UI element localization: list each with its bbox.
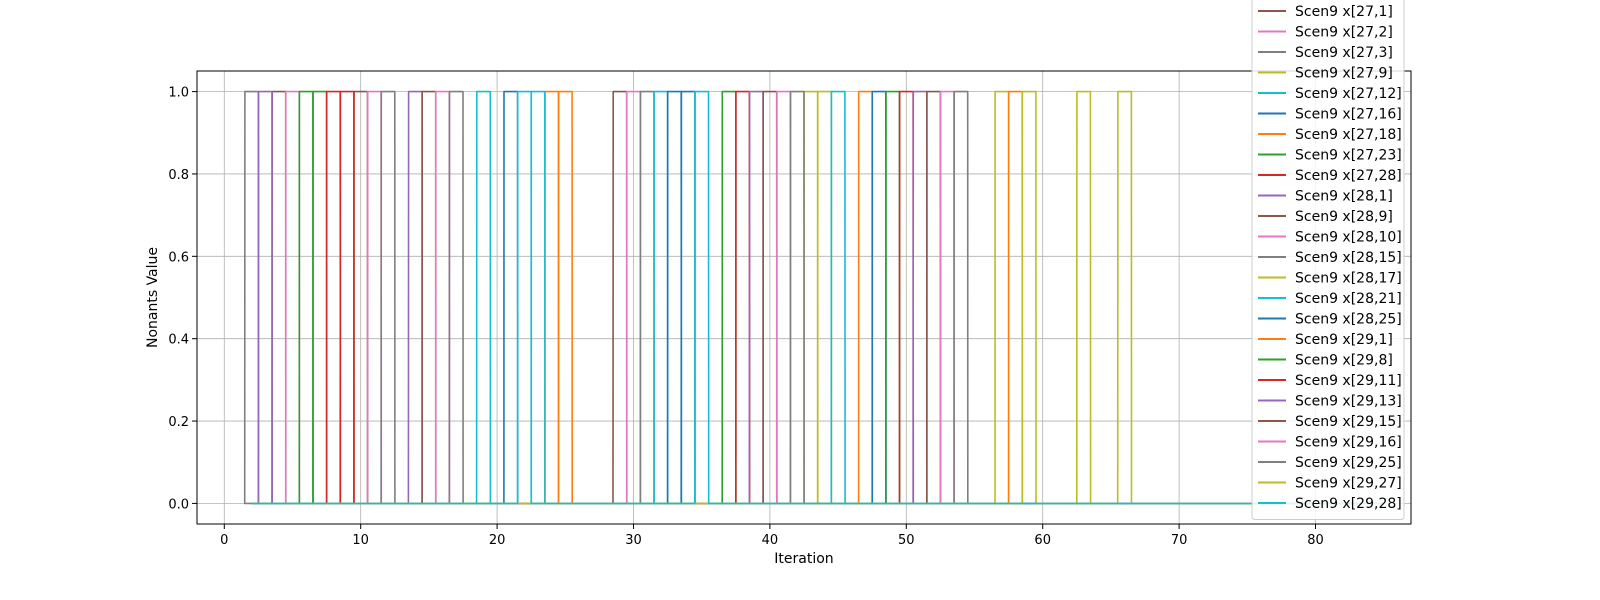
legend-label: Scen9 x[27,2]	[1295, 25, 1393, 41]
legend-label: Scen9 x[28,9]	[1295, 209, 1393, 225]
plot-area-frame	[196, 70, 1412, 525]
legend-label: Scen9 x[29,13]	[1295, 394, 1402, 410]
y-tick-label: 0.8	[168, 168, 189, 183]
legend-label: Scen9 x[28,17]	[1295, 271, 1402, 287]
x-tick-label: 20	[489, 533, 506, 548]
y-tick-label: 0.4	[168, 333, 189, 348]
x-tick-label: 10	[352, 533, 369, 548]
legend-label: Scen9 x[29,8]	[1295, 353, 1393, 369]
x-tick-label: 60	[1034, 533, 1051, 548]
legend-label: Scen9 x[27,1]	[1295, 4, 1393, 20]
y-axis-ticks: 0.0 0.2 0.4 0.6 0.8 1.0	[168, 86, 197, 512]
x-tick-label: 50	[898, 533, 915, 548]
x-tick-label: 70	[1171, 533, 1188, 548]
legend-label: Scen9 x[29,27]	[1295, 476, 1402, 492]
legend-label: Scen9 x[29,1]	[1295, 332, 1393, 348]
x-tick-label: 30	[625, 533, 642, 548]
legend-label: Scen9 x[27,28]	[1295, 168, 1402, 184]
x-tick-label: 0	[220, 533, 228, 548]
x-axis-label: Iteration	[774, 551, 833, 567]
legend-label: Scen9 x[27,18]	[1295, 127, 1402, 143]
series-lines	[243, 90, 1384, 505]
legend-label: Scen9 x[27,9]	[1295, 66, 1393, 82]
legend-label: Scen9 x[27,23]	[1295, 148, 1402, 164]
y-tick-label: 1.0	[168, 86, 189, 101]
legend-label: Scen9 x[29,25]	[1295, 455, 1402, 471]
legend-label: Scen9 x[28,21]	[1295, 291, 1402, 307]
y-axis-label: Nonants Value	[145, 247, 161, 348]
legend-label: Scen9 x[29,15]	[1295, 414, 1402, 430]
legend-label: Scen9 x[28,10]	[1295, 230, 1402, 246]
y-tick-label: 0.6	[168, 250, 189, 265]
legend-label: Scen9 x[27,12]	[1295, 86, 1402, 102]
series-line-24	[251, 90, 1384, 505]
y-tick-label: 0.2	[168, 415, 189, 430]
legend: Scen9 x[27,1] Scen9 x[27,2] Scen9 x[27,3] S…	[1251, 0, 1405, 520]
legend-label: Scen9 x[28,15]	[1295, 250, 1402, 266]
legend-label: Scen9 x[29,28]	[1295, 496, 1402, 512]
legend-label: Scen9 x[27,16]	[1295, 107, 1402, 123]
legend-label: Scen9 x[28,25]	[1295, 312, 1402, 328]
legend-label: Scen9 x[28,1]	[1295, 189, 1393, 205]
legend-label: Scen9 x[29,11]	[1295, 373, 1402, 389]
x-axis-ticks: 0 10 20 30 40 50 60 70 80	[220, 524, 1324, 548]
y-tick-label: 0.0	[168, 497, 189, 512]
x-tick-label: 40	[762, 533, 779, 548]
legend-label: Scen9 x[29,16]	[1295, 435, 1402, 451]
legend-label: Scen9 x[27,3]	[1295, 45, 1393, 61]
x-tick-label: 80	[1307, 533, 1324, 548]
legend-box	[1251, 0, 1405, 520]
